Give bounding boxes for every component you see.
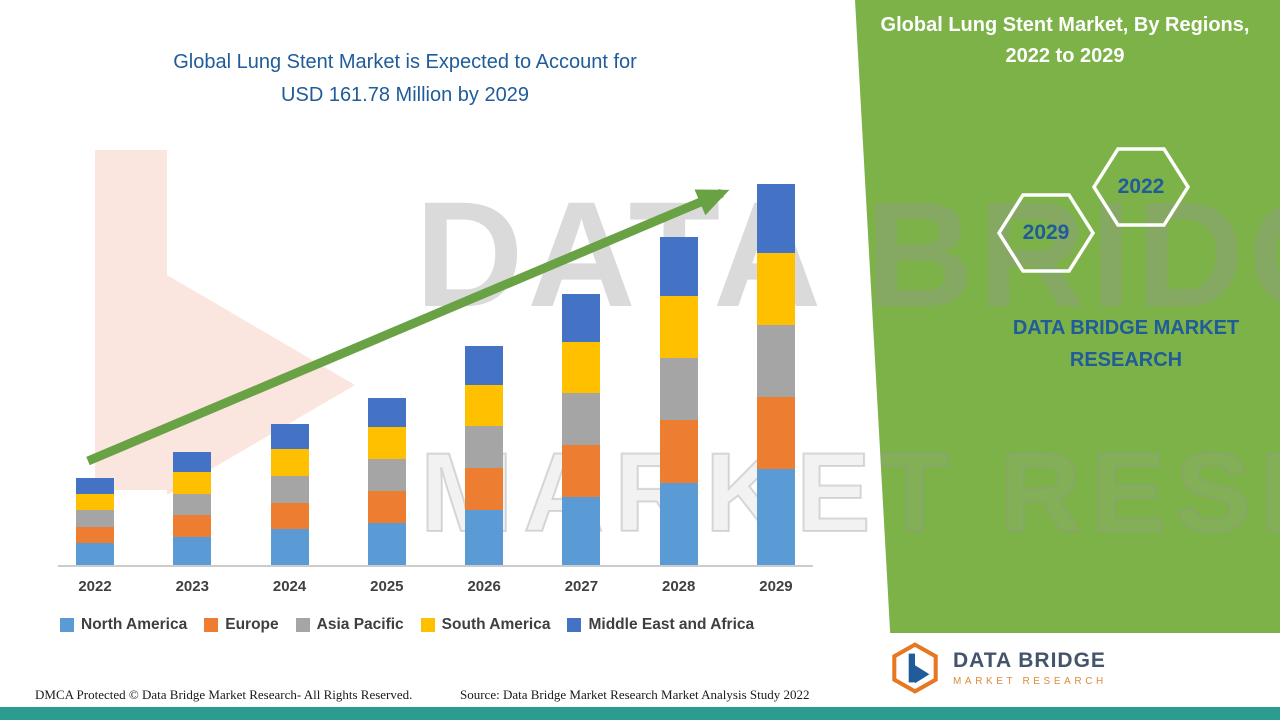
bar-2028: [659, 237, 698, 565]
logo-background: [855, 633, 1280, 707]
bar-segment: [173, 536, 212, 565]
bar-2026: [465, 345, 504, 565]
panel-heading: Global Lung Stent Market, By Regions, 20…: [880, 14, 1250, 67]
bar-segment: [173, 472, 212, 494]
legend-label: Asia Pacific: [316, 616, 404, 633]
bottom-accent-bar: [0, 707, 1280, 720]
bar-segment: [465, 509, 504, 565]
legend-item: Middle East and Africa: [567, 616, 754, 634]
bar-segment: [76, 493, 114, 511]
bar-segment: [562, 393, 601, 446]
x-axis-label: 2029: [759, 578, 793, 595]
bar-segment: [756, 469, 795, 565]
company-logo: DATA BRIDGE MARKET RESEARCH: [888, 640, 1107, 696]
bar-segment: [756, 396, 795, 470]
bar-segment: [465, 426, 504, 469]
bar-segment: [659, 237, 698, 296]
bar-segment: [659, 357, 698, 421]
chart-title-line2: USD 161.78 Million by 2029: [281, 84, 529, 106]
logo-hexagon-icon: [892, 642, 938, 694]
bar-segment: [270, 529, 309, 565]
legend-label: Middle East and Africa: [588, 616, 755, 633]
bar-segment: [465, 345, 504, 385]
logo-subtitle: MARKET RESEARCH: [953, 676, 1107, 687]
bar-segment: [173, 451, 212, 472]
x-axis-label: 2026: [467, 578, 501, 595]
bar-segment: [367, 522, 406, 565]
logo-name: DATA BRIDGE: [953, 649, 1106, 672]
bar-segment: [367, 491, 406, 523]
bar-segment: [465, 468, 504, 510]
bar-segment: [562, 445, 601, 497]
x-axis-label: 2027: [564, 578, 599, 595]
footer-dmca-text: DMCA Protected © Data Bridge Market Rese…: [35, 687, 413, 702]
bar-2029: [756, 183, 795, 565]
bar-segment: [659, 482, 698, 565]
x-axis-label: 2025: [370, 578, 404, 595]
x-axis-label: 2024: [272, 578, 307, 595]
bar-segment: [562, 496, 601, 565]
bar-segment: [173, 493, 212, 515]
bar-segment: [367, 397, 406, 428]
bar-segment: [270, 448, 309, 476]
bar-segment: [659, 295, 698, 358]
bar-segment: [270, 502, 309, 530]
bars-row: [58, 183, 813, 565]
legend-swatch: [204, 618, 219, 632]
bar-2027: [562, 293, 601, 565]
legend-swatch: [420, 618, 435, 632]
legend: North America Europe Asia Pacific South Ame…: [60, 616, 754, 634]
chart-title: Global Lung Stent Market is Expected to …: [55, 46, 755, 112]
bar-segment: [659, 420, 698, 483]
legend-label: Europe: [225, 616, 279, 633]
chart-title-line1: Global Lung Stent Market is Expected to …: [173, 51, 637, 73]
bar-segment: [173, 515, 212, 537]
bar-segment: [367, 459, 406, 492]
x-axis-label: 2022: [78, 578, 112, 595]
bar-segment: [76, 477, 114, 494]
legend-swatch: [295, 618, 310, 632]
legend-item: Europe: [204, 616, 279, 634]
hexagon-outlines-icon: [996, 147, 1191, 273]
legend-item: South America: [420, 616, 551, 634]
hexagon-year-2022: 2022: [1117, 175, 1165, 198]
legend-item: Asia Pacific: [295, 616, 404, 634]
x-axis-line: [58, 565, 813, 567]
legend-label: North America: [81, 616, 188, 633]
bar-segment: [76, 510, 114, 527]
legend-label: South America: [441, 616, 551, 633]
panel-brand-line1: DATA BRIDGE MARKET: [1012, 317, 1240, 339]
bar-segment: [756, 324, 795, 397]
bar-segment: [76, 526, 114, 544]
bar-segment: [270, 475, 309, 503]
bar-2024: [270, 423, 309, 565]
logo-text: DATA BRIDGE MARKET RESEARCH: [953, 649, 1107, 687]
bar-2023: [173, 451, 212, 565]
bar-2025: [367, 397, 406, 565]
bar-segment: [76, 543, 114, 565]
hexagon-year-2029: 2029: [1022, 221, 1070, 244]
bar-segment: [562, 293, 601, 342]
bar-segment: [465, 384, 504, 427]
bar-2022: [76, 477, 114, 565]
legend-swatch: [60, 618, 74, 632]
x-axis-label: 2028: [662, 578, 696, 595]
bar-segment: [367, 427, 406, 460]
bar-chart: 2022 2023 2024 2025 2026 2027 2028 2029: [58, 183, 813, 595]
footer-source-text: Source: Data Bridge Market Research Mark…: [460, 687, 810, 702]
legend-item: North America: [60, 616, 187, 634]
bar-segment: [562, 341, 601, 394]
bar-segment: [756, 252, 795, 325]
panel-brand-line2: RESEARCH: [1069, 349, 1183, 371]
bar-segment: [756, 183, 795, 253]
x-axis-labels: 2022 2023 2024 2025 2026 2027 2028 2029: [58, 578, 813, 595]
bar-segment: [270, 423, 309, 449]
legend-swatch: [567, 618, 582, 632]
x-axis-label: 2023: [175, 578, 209, 595]
panel-brand-name: DATA BRIDGE MARKET RESEARCH: [990, 312, 1262, 376]
